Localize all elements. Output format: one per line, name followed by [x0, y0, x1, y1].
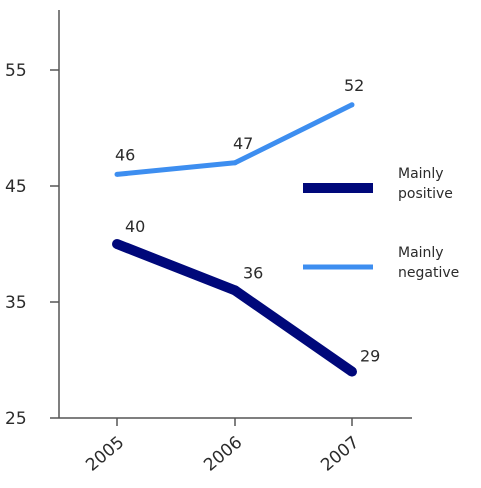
data-label: 46	[115, 145, 135, 164]
x-tick-label: 2006	[200, 433, 246, 476]
data-label: 47	[233, 134, 253, 153]
x-tick-label: 2007	[317, 433, 363, 476]
legend-label: positive	[398, 186, 453, 202]
y-tick-label: 55	[5, 61, 27, 81]
y-tick-label: 45	[5, 177, 27, 197]
data-point	[114, 171, 120, 177]
data-point	[232, 160, 238, 166]
data-label: 52	[344, 76, 364, 95]
data-point	[112, 239, 122, 249]
data-point	[347, 366, 357, 377]
data-point	[349, 102, 355, 108]
legend-label: Mainly	[398, 245, 444, 261]
legend: Mainly positive Mainly negative	[303, 166, 459, 281]
series-lines	[112, 102, 357, 377]
data-point	[230, 285, 240, 296]
x-axis-ticks: 2005 2006 2007	[82, 418, 363, 476]
data-label: 36	[243, 263, 263, 282]
data-labels: 40 36 29 46 47 52	[115, 76, 380, 366]
y-tick-label: 35	[5, 293, 27, 313]
legend-label: Mainly	[398, 166, 444, 182]
series-line	[115, 239, 355, 376]
data-label: 40	[125, 217, 145, 236]
data-label: 29	[360, 347, 380, 366]
y-tick-label: 25	[5, 409, 27, 429]
y-axis-ticks: 25 35 45 55	[5, 61, 59, 429]
legend-label: negative	[398, 265, 459, 281]
x-tick-label: 2005	[82, 433, 128, 476]
